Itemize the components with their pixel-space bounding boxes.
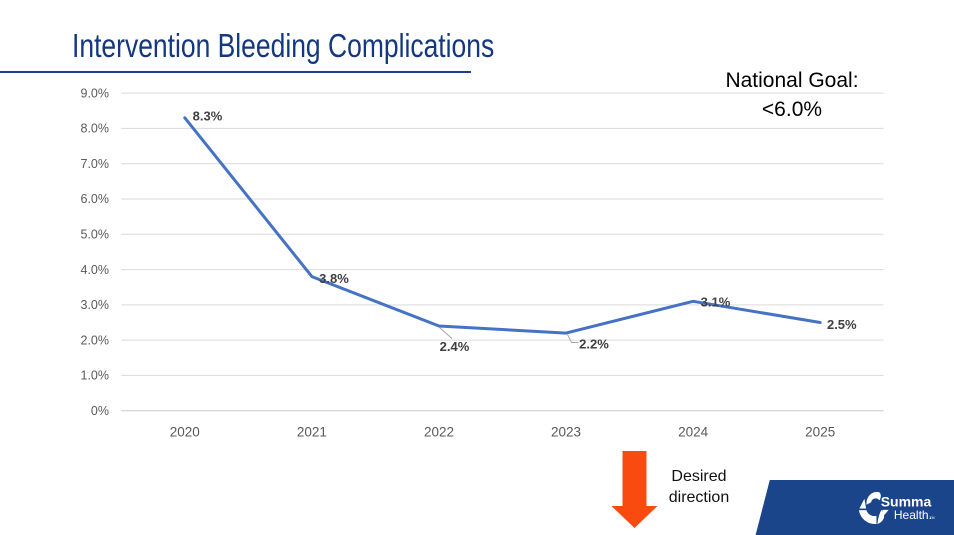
svg-text:5.0%: 5.0% [81,228,110,242]
svg-text:8.0%: 8.0% [81,122,110,136]
svg-text:2022: 2022 [424,424,454,439]
svg-text:2.2%: 2.2% [579,337,609,352]
svg-text:6.0%: 6.0% [81,192,110,206]
svg-text:2023: 2023 [551,424,581,439]
svg-text:1.0%: 1.0% [81,369,110,383]
svg-text:2024: 2024 [678,424,709,439]
svg-text:2.4%: 2.4% [440,339,470,354]
svg-text:0%: 0% [91,404,109,418]
svg-text:Health.: Health. [894,508,932,522]
svg-text:3.8%: 3.8% [319,271,349,286]
svg-text:2020: 2020 [170,424,200,439]
svg-text:2.5%: 2.5% [827,317,857,332]
svg-text:9.0%: 9.0% [81,86,110,100]
svg-text:2021: 2021 [297,424,327,439]
svg-text:Summa: Summa [881,494,932,510]
svg-text:3.1%: 3.1% [701,295,731,310]
svg-text:2025: 2025 [805,424,835,439]
svg-text:3.0%: 3.0% [81,298,110,312]
svg-text:2.0%: 2.0% [81,333,110,347]
svg-text:8.3%: 8.3% [193,109,223,124]
svg-text:7.0%: 7.0% [81,157,110,171]
svg-text:TM: TM [930,516,935,520]
svg-text:4.0%: 4.0% [81,263,110,277]
